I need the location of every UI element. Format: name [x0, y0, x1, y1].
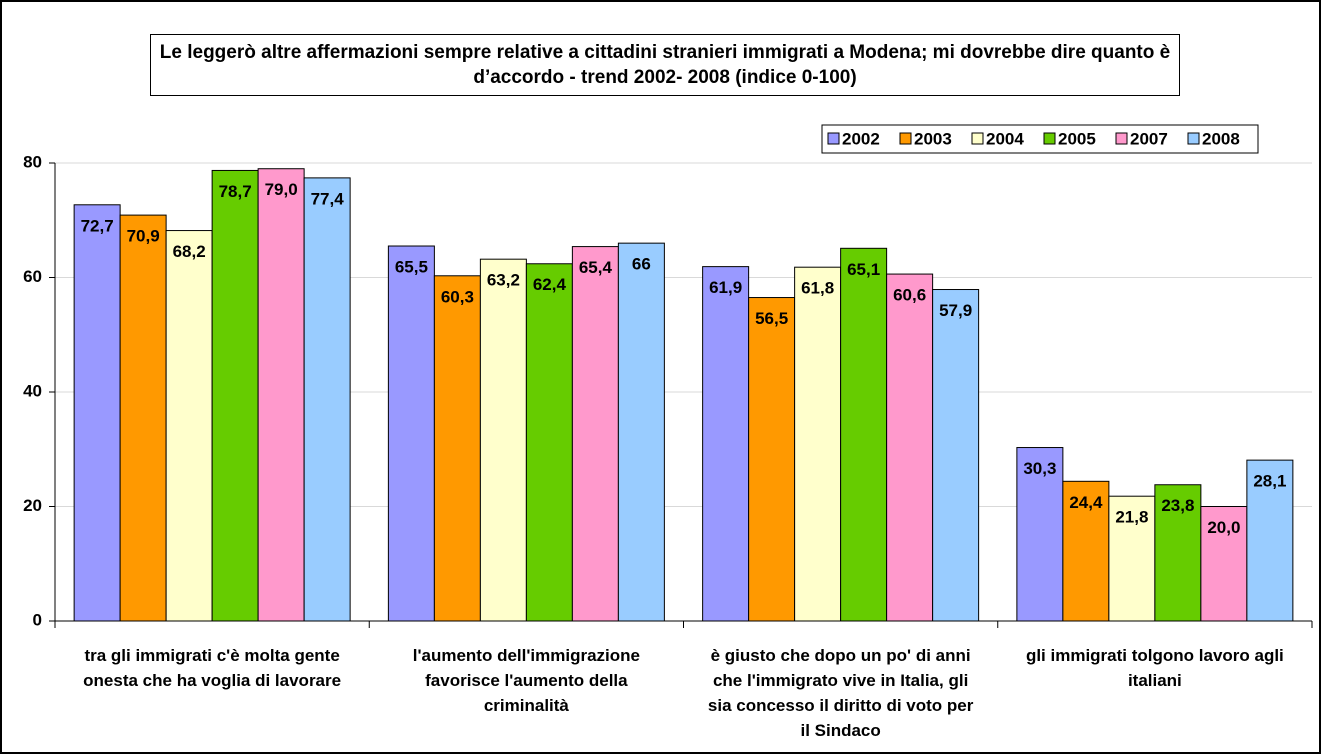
- bar: [211, 169, 259, 622]
- legend-swatch: [899, 132, 912, 145]
- y-tick-label: 20: [23, 496, 42, 515]
- data-label: 77,4: [311, 189, 345, 208]
- bar: [794, 266, 842, 622]
- data-label: 79,0: [265, 180, 298, 199]
- data-label: 20,0: [1207, 518, 1240, 537]
- bar: [702, 266, 750, 622]
- bar: [886, 273, 934, 622]
- legend-label: 2004: [986, 129, 1024, 148]
- bar: [748, 297, 796, 622]
- legend-swatch: [827, 132, 840, 145]
- bar: [387, 245, 435, 622]
- data-label: 30,3: [1023, 459, 1056, 478]
- data-label: 66: [632, 255, 651, 274]
- bar: [165, 230, 213, 622]
- bar: [257, 168, 305, 622]
- bar: [119, 214, 167, 622]
- data-label: 56,5: [755, 309, 788, 328]
- legend-label: 2007: [1130, 129, 1168, 148]
- x-tick-label: gli immigrati tolgono lavoro agli italia…: [1025, 646, 1284, 690]
- bar: [433, 275, 481, 622]
- bar: [479, 258, 527, 622]
- y-tick-label: 40: [23, 381, 42, 400]
- data-label: 28,1: [1253, 472, 1286, 491]
- bar: [571, 246, 619, 622]
- data-label: 60,3: [441, 287, 474, 306]
- legend-swatch: [1115, 132, 1128, 145]
- legend-label: 2003: [914, 129, 952, 148]
- chart-title: Le leggerò altre affermazioni sempre rel…: [150, 34, 1180, 96]
- bar: [303, 177, 351, 622]
- data-label: 62,4: [533, 275, 567, 294]
- data-label: 70,9: [127, 227, 160, 246]
- data-label: 23,8: [1161, 496, 1194, 515]
- legend-swatch: [1187, 132, 1200, 145]
- legend-label: 2008: [1202, 129, 1240, 148]
- legend-swatch: [1043, 132, 1056, 145]
- y-tick-label: 0: [33, 610, 42, 629]
- data-label: 65,4: [579, 258, 613, 277]
- data-label: 68,2: [173, 242, 206, 261]
- data-label: 60,6: [893, 286, 926, 305]
- x-tick-label: tra gli immigrati c'è molta gente onesta…: [83, 646, 342, 690]
- bar: [1200, 506, 1248, 622]
- bar: [932, 289, 980, 622]
- y-tick-label: 60: [23, 267, 42, 286]
- data-label: 24,4: [1069, 493, 1103, 512]
- legend-swatch: [971, 132, 984, 145]
- y-tick-label: 80: [23, 152, 42, 171]
- data-label: 21,8: [1115, 508, 1148, 527]
- data-label: 57,9: [939, 301, 972, 320]
- legend-box: [821, 124, 1259, 154]
- bar: [617, 242, 665, 622]
- x-tick-label: è giusto che dopo un po' di anni che l'i…: [707, 646, 974, 740]
- bar: [1246, 459, 1294, 622]
- data-label: 78,7: [219, 182, 252, 201]
- data-label: 61,9: [709, 278, 742, 297]
- data-label: 72,7: [81, 216, 114, 235]
- bar: [73, 204, 121, 622]
- bar: [1062, 480, 1110, 622]
- x-tick-label: l'aumento dell'immigrazione favorisce l'…: [412, 646, 640, 715]
- legend-label: 2002: [842, 129, 880, 148]
- data-label: 65,1: [847, 260, 880, 279]
- bar: [525, 263, 573, 622]
- bar: [840, 247, 888, 622]
- data-label: 63,2: [487, 271, 520, 290]
- legend-label: 2005: [1058, 129, 1096, 148]
- data-label: 61,8: [801, 279, 834, 298]
- data-label: 65,5: [395, 257, 428, 276]
- bar: [1016, 447, 1064, 622]
